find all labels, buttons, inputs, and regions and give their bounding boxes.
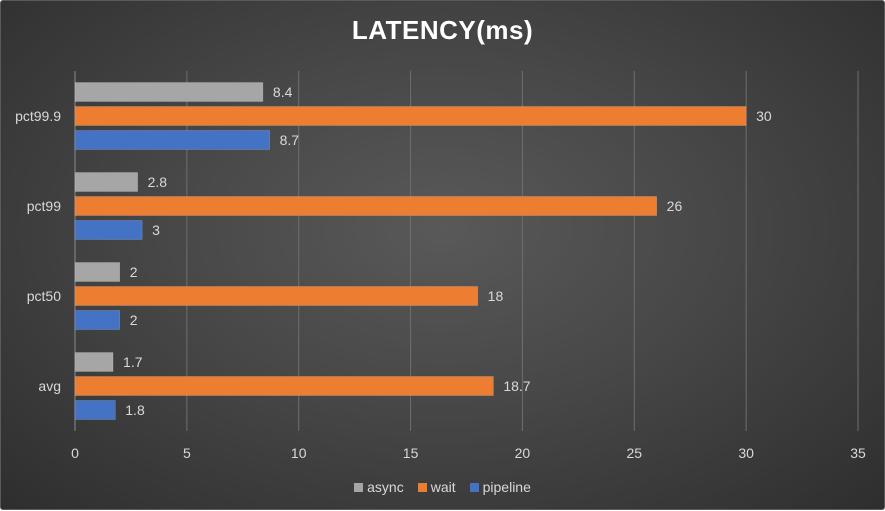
data-label: 8.4 [273, 84, 293, 100]
data-label: 2.8 [148, 174, 168, 190]
data-label: 26 [667, 198, 683, 214]
bar-pipeline [74, 310, 121, 330]
data-label: 2 [130, 312, 138, 328]
bar-async [74, 82, 264, 102]
legend-label-wait: wait [430, 479, 456, 495]
chart-title: LATENCY(ms) [351, 15, 534, 45]
y-tick-label: pct99.9 [15, 108, 61, 124]
x-tick-label: 20 [515, 445, 531, 461]
y-tick-label: avg [38, 378, 61, 394]
data-label: 30 [756, 108, 772, 124]
legend-item-wait: wait [417, 479, 456, 495]
x-tick-label: 0 [71, 445, 79, 461]
bar-wait [74, 196, 657, 216]
bar-async [74, 172, 138, 192]
data-label: 3 [152, 222, 160, 238]
data-label: 2 [130, 264, 138, 280]
bar-async [74, 352, 114, 372]
data-label: 1.7 [123, 354, 143, 370]
bar-wait [74, 106, 747, 126]
y-tick-label: pct50 [27, 288, 61, 304]
legend-swatch-pipeline [469, 482, 479, 492]
bar-wait [74, 286, 478, 306]
legend-label-async: async [367, 479, 404, 495]
bar-pipeline [74, 130, 270, 150]
y-tick-label: pct99 [27, 198, 61, 214]
x-tick-label: 5 [183, 445, 191, 461]
x-tick-label: 25 [626, 445, 642, 461]
x-tick-label: 35 [850, 445, 866, 461]
data-label: 8.7 [280, 132, 300, 148]
legend-item-async: async [354, 479, 404, 495]
bar-wait [74, 376, 494, 396]
data-label: 1.8 [125, 402, 145, 418]
legend-label-pipeline: pipeline [482, 479, 531, 495]
x-tick-label: 15 [403, 445, 419, 461]
legend-swatch-wait [417, 482, 427, 492]
data-label: 18 [488, 288, 504, 304]
legend-swatch-async [354, 482, 364, 492]
bar-pipeline [74, 220, 143, 240]
data-label: 18.7 [503, 378, 530, 394]
legend-item-pipeline: pipeline [469, 479, 531, 495]
legend: async wait pipeline [1, 479, 884, 495]
x-tick-label: 30 [738, 445, 754, 461]
x-tick-label: 10 [291, 445, 307, 461]
bar-async [74, 262, 121, 282]
bar-pipeline [74, 400, 116, 420]
